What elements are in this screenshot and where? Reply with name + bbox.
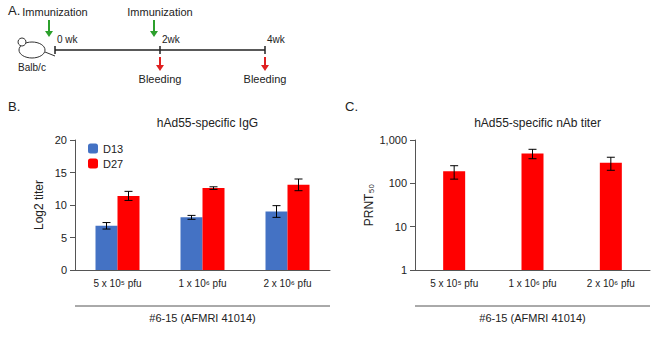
svg-text:C.: C. — [345, 99, 358, 114]
svg-text:Balb/c: Balb/c — [18, 62, 46, 73]
svg-text:Log2 titer: Log2 titer — [32, 180, 46, 230]
svg-text:#6-15 (AFMRI 41014): #6-15 (AFMRI 41014) — [149, 312, 255, 324]
svg-text:2 x 10⁶ pfu: 2 x 10⁶ pfu — [587, 278, 635, 289]
svg-text:4wk: 4wk — [267, 34, 286, 45]
svg-text:Bleeding: Bleeding — [244, 73, 287, 85]
svg-text:PRNT₅₀: PRNT₅₀ — [362, 184, 376, 227]
svg-text:5 x 10⁵ pfu: 5 x 10⁵ pfu — [93, 278, 141, 289]
svg-text:D13: D13 — [103, 143, 123, 155]
svg-text:0: 0 — [61, 264, 67, 276]
svg-text:5 x 10⁵ pfu: 5 x 10⁵ pfu — [430, 278, 478, 289]
svg-text:100: 100 — [389, 177, 407, 189]
svg-text:0 wk: 0 wk — [57, 34, 79, 45]
svg-text:10: 10 — [395, 221, 407, 233]
svg-text:20: 20 — [55, 134, 67, 146]
svg-text:#6-15 (AFMRI 41014): #6-15 (AFMRI 41014) — [479, 312, 585, 324]
svg-text:Bleeding: Bleeding — [139, 73, 182, 85]
svg-text:1 x 10⁶ pfu: 1 x 10⁶ pfu — [508, 278, 556, 289]
svg-text:1: 1 — [401, 264, 407, 276]
svg-text:10: 10 — [55, 199, 67, 211]
svg-text:1 x 10⁶ pfu: 1 x 10⁶ pfu — [178, 278, 226, 289]
svg-text:5: 5 — [61, 232, 67, 244]
svg-text:A.: A. — [8, 3, 20, 18]
svg-text:2 x 10⁶ pfu: 2 x 10⁶ pfu — [263, 278, 311, 289]
svg-text:D27: D27 — [103, 158, 123, 170]
svg-text:B.: B. — [8, 99, 20, 114]
svg-text:15: 15 — [55, 167, 67, 179]
svg-text:Immunization: Immunization — [127, 6, 192, 18]
svg-text:2wk: 2wk — [162, 34, 181, 45]
svg-text:hAd55-specific nAb titer: hAd55-specific nAb titer — [474, 116, 601, 130]
svg-text:Immunization: Immunization — [22, 6, 87, 18]
svg-text:1,000: 1,000 — [379, 134, 407, 146]
svg-text:hAd55-specific IgG: hAd55-specific IgG — [157, 116, 258, 130]
